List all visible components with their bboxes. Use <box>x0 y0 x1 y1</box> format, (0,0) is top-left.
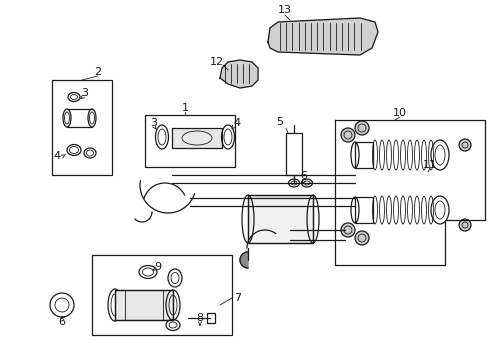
Text: 4: 4 <box>233 118 240 128</box>
Text: 2: 2 <box>94 67 102 77</box>
Bar <box>172 128 222 148</box>
Bar <box>354 142 372 168</box>
Bar <box>145 115 235 167</box>
Circle shape <box>458 139 470 151</box>
Circle shape <box>354 231 368 245</box>
Text: 12: 12 <box>209 57 224 67</box>
Text: 8: 8 <box>196 313 203 323</box>
Bar <box>206 313 215 323</box>
Text: 3: 3 <box>150 118 157 128</box>
Text: 6: 6 <box>59 317 65 327</box>
Bar <box>285 133 302 175</box>
Circle shape <box>340 128 354 142</box>
Circle shape <box>340 223 354 237</box>
Text: 5: 5 <box>276 117 283 127</box>
Bar <box>52 80 112 175</box>
Text: 4: 4 <box>53 151 61 161</box>
Polygon shape <box>220 60 258 88</box>
Text: 6: 6 <box>300 171 307 181</box>
Text: 9: 9 <box>154 262 161 272</box>
Bar <box>247 195 312 243</box>
Bar <box>92 255 231 335</box>
Text: 10: 10 <box>392 108 406 118</box>
Circle shape <box>354 121 368 135</box>
Text: 3: 3 <box>81 88 88 98</box>
Bar <box>115 290 173 320</box>
Bar <box>247 195 312 243</box>
Text: 13: 13 <box>278 5 291 15</box>
Text: 7: 7 <box>234 293 241 303</box>
Text: 11: 11 <box>422 160 436 170</box>
Polygon shape <box>240 252 247 268</box>
Bar <box>172 128 222 148</box>
Circle shape <box>458 219 470 231</box>
Bar <box>354 197 372 223</box>
Polygon shape <box>267 18 377 55</box>
Bar <box>115 290 173 320</box>
Text: 1: 1 <box>181 103 188 113</box>
